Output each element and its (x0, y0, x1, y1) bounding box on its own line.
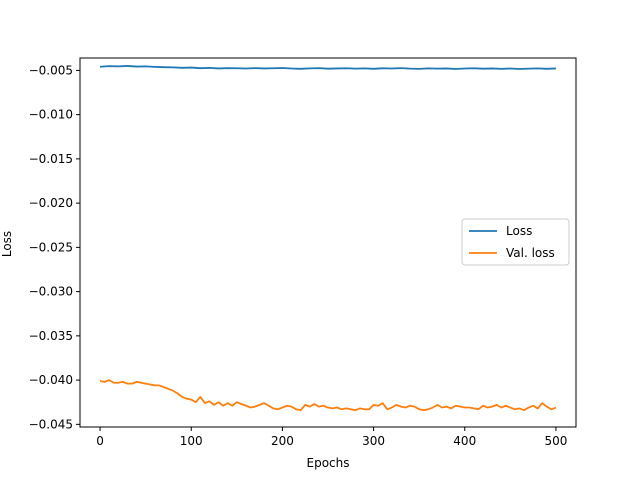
x-tick-label: 400 (453, 434, 476, 448)
x-tick-label: 500 (544, 434, 567, 448)
x-tick-label: 0 (96, 434, 104, 448)
y-axis-ticks: −0.005 −0.010 −0.015 −0.020 −0.025 −0.030 −0.0… (29, 63, 80, 431)
y-axis-title: Loss (0, 231, 14, 257)
y-tick-label: −0.040 (29, 373, 73, 387)
x-tick-label: 300 (362, 434, 385, 448)
y-tick-label: −0.005 (29, 63, 73, 77)
y-tick-label: −0.020 (29, 196, 73, 210)
y-tick-label: −0.035 (29, 329, 73, 343)
plot-lines (99, 65, 557, 412)
series-line-loss (99, 65, 556, 70)
y-tick-label: −0.015 (29, 152, 73, 166)
x-axis-ticks: 0 100 200 300 400 500 (96, 427, 567, 448)
y-tick-label: −0.030 (29, 285, 73, 299)
legend-label-val-loss: Val. loss (506, 246, 555, 260)
x-tick-label: 200 (271, 434, 294, 448)
x-axis-title: Epochs (307, 456, 350, 470)
y-tick-label: −0.025 (29, 240, 73, 254)
series-line-val-loss (99, 379, 557, 412)
y-tick-label: −0.045 (29, 417, 73, 431)
legend: Loss Val. loss (461, 218, 570, 266)
x-tick-label: 100 (180, 434, 203, 448)
plot-frame (79, 57, 577, 428)
legend-label-loss: Loss (506, 224, 532, 238)
y-tick-label: −0.010 (29, 108, 73, 122)
